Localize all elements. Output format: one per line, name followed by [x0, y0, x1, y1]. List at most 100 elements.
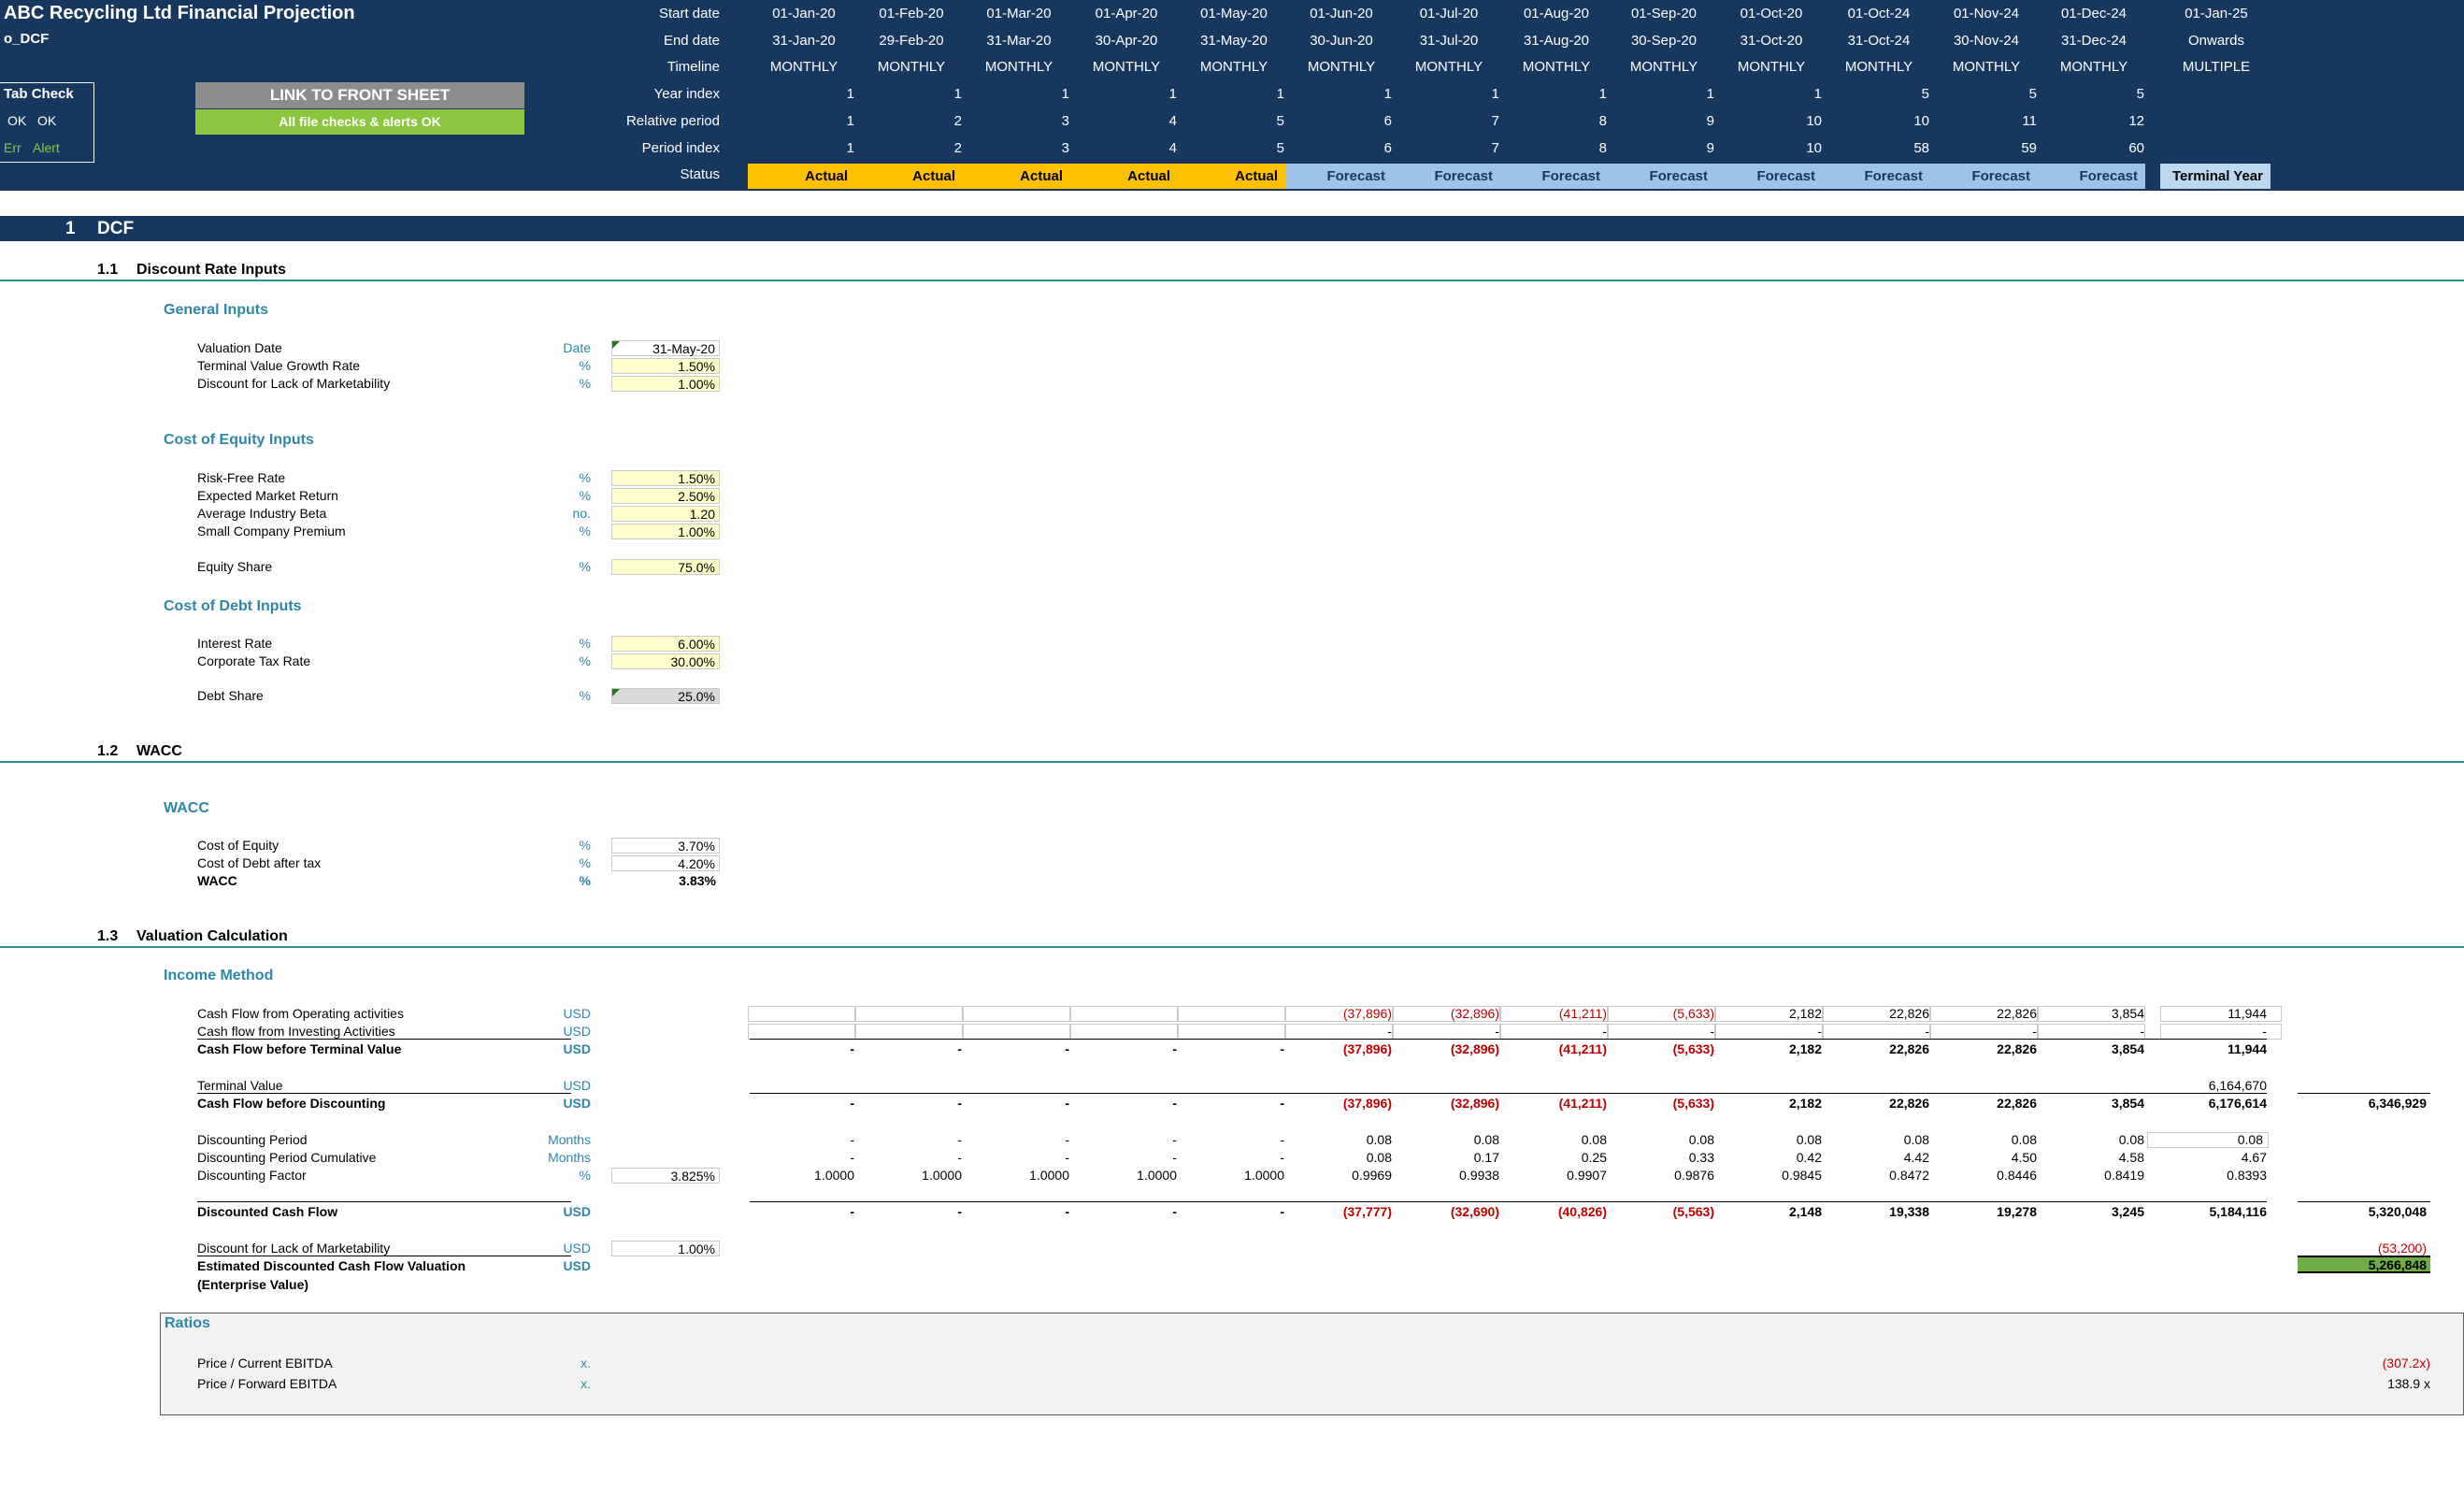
section-bar-dcf: 1 DCF: [0, 216, 2464, 241]
debt-share-input[interactable]: 25.0%: [611, 688, 720, 704]
valuation-cell: -: [850, 1204, 854, 1219]
valuation-cell: (32,896): [1450, 1096, 1499, 1111]
period-rel-cell: 8: [1598, 113, 1607, 129]
valuation-cell: 19,338: [1889, 1204, 1929, 1219]
period-timeline-cell: MONTHLY: [1629, 59, 1698, 75]
period-rel-cell: 5: [1276, 113, 1284, 129]
coe-input-input[interactable]: 1.00%: [611, 524, 720, 539]
cost-of-debt-title: Cost of Debt Inputs: [164, 598, 302, 614]
period-start-cell: 01-May-20: [1200, 6, 1268, 22]
period-rel-cell: 10: [1913, 113, 1929, 129]
general-input-input[interactable]: 1.00%: [611, 376, 720, 392]
grid-cell: [2160, 1006, 2282, 1022]
period-start-cell: 01-Jan-25: [2185, 6, 2248, 22]
section-number: 1: [65, 219, 76, 238]
dlom-total: (53,200): [2377, 1241, 2427, 1256]
valuation-cell: -: [2032, 1024, 2037, 1039]
rule-line: [197, 1093, 571, 1094]
period-year-cell: 1: [1491, 86, 1499, 102]
valuation-cell: -: [1280, 1096, 1284, 1111]
wacc-row-input[interactable]: 4.20%: [611, 855, 720, 871]
valuation-cell: 0.9938: [1459, 1168, 1499, 1183]
subsection-divider: [0, 946, 2464, 948]
enterprise-value-result[interactable]: 5,266,848: [2298, 1256, 2430, 1273]
valuation-cell: -: [1172, 1204, 1177, 1219]
err-label: Err: [4, 140, 21, 155]
general-input-input[interactable]: 1.50%: [611, 358, 720, 374]
cod-input-input[interactable]: 6.00%: [611, 636, 720, 652]
edcf-label: Estimated Discounted Cash Flow Valuation: [197, 1258, 466, 1273]
period-status-cell: Forecast: [1500, 164, 1608, 189]
cod-input-input[interactable]: 30.00%: [611, 653, 720, 669]
equity-share-input[interactable]: 75.0%: [611, 559, 720, 575]
valuation-cell: 19,278: [1997, 1204, 2037, 1219]
coe-input-input[interactable]: 2.50%: [611, 488, 720, 504]
grid-cell: [1608, 1006, 1715, 1022]
valuation-cell: 4.58: [2118, 1150, 2144, 1165]
grid-cell: [855, 1024, 963, 1040]
valuation-cell: 2,148: [1788, 1204, 1822, 1219]
valuation-cell: -: [1065, 1204, 1069, 1219]
coe-input-unit: %: [579, 470, 591, 485]
period-rel-cell: 7: [1491, 113, 1499, 129]
valuation-cell: (5,633): [1672, 1096, 1714, 1111]
ratio-label: Price / Current EBITDA: [197, 1356, 333, 1371]
general-input-label: Valuation Date: [197, 340, 282, 355]
valuation-row-label: Cash Flow before Discounting: [197, 1096, 386, 1111]
coe-input-label: Risk-Free Rate: [197, 470, 286, 485]
general-input-input[interactable]: 31-May-20: [611, 340, 720, 356]
valuation-cell: -: [1172, 1150, 1177, 1165]
valuation-cell: 0.17: [1473, 1150, 1499, 1165]
cod-input-label: Corporate Tax Rate: [197, 653, 311, 668]
dlom-label: Discount for Lack of Marketability: [197, 1241, 391, 1256]
period-status-cell: Forecast: [1715, 164, 1823, 189]
valuation-cell: -: [1602, 1024, 1607, 1039]
rule-line: [197, 1201, 571, 1202]
period-start-cell: 01-Jul-20: [1419, 6, 1479, 22]
period-idx-cell: 9: [1706, 140, 1714, 156]
period-start-cell: 01-Oct-20: [1740, 6, 1803, 22]
valuation-cell: 3,245: [2111, 1204, 2144, 1219]
wacc-row-input[interactable]: 3.83%: [679, 873, 716, 888]
valuation-cell: 0.08: [1366, 1132, 1392, 1147]
coe-input-input[interactable]: 1.20: [611, 506, 720, 522]
period-timeline-cell: MONTHLY: [2059, 59, 2128, 75]
valuation-row-label: Discounted Cash Flow: [197, 1204, 338, 1219]
period-year-cell: 1: [1276, 86, 1284, 102]
coe-input-input[interactable]: 1.50%: [611, 470, 720, 486]
valuation-cell: 0.08: [1796, 1132, 1822, 1147]
wacc-row-input[interactable]: 3.70%: [611, 838, 720, 854]
valuation-cell: 4.42: [1903, 1150, 1929, 1165]
period-idx-cell: 4: [1168, 140, 1177, 156]
subsection-title-valuation: Valuation Calculation: [136, 928, 288, 944]
period-start-cell: 01-Jun-20: [1310, 6, 1373, 22]
rule-line: [2298, 1201, 2430, 1202]
period-timeline-cell: MONTHLY: [769, 59, 838, 75]
grid-cell: [1070, 1006, 1178, 1022]
period-year-cell: 1: [1706, 86, 1714, 102]
ratio-label: Price / Forward EBITDA: [197, 1376, 337, 1391]
valuation-cell: -: [957, 1150, 962, 1165]
valuation-cell: 6,176,614: [2208, 1096, 2267, 1111]
valuation-cell: 3,854: [2111, 1006, 2144, 1021]
period-year-cell: 1: [1813, 86, 1822, 102]
grid-cell: [963, 1024, 1070, 1040]
valuation-row-unit: USD: [563, 1006, 591, 1021]
link-to-front-sheet-button[interactable]: LINK TO FRONT SHEET: [195, 82, 524, 108]
period-end-cell: 31-May-20: [1200, 33, 1268, 49]
valuation-cell: 3,854: [2111, 1096, 2144, 1111]
period-timeline-cell: MONTHLY: [1844, 59, 1913, 75]
ratio-value: (307.2x): [2382, 1356, 2430, 1371]
valuation-cell: (37,777): [1342, 1204, 1392, 1219]
valuation-cell: 22,826: [1889, 1096, 1929, 1111]
valuation-cell: -: [1065, 1041, 1069, 1056]
grid-cell: [855, 1006, 963, 1022]
general-input-label: Terminal Value Growth Rate: [197, 358, 361, 373]
timeline-row-label: Year index: [653, 86, 720, 102]
valuation-cell: 0.8419: [2104, 1168, 2144, 1183]
period-end-cell: 31-Oct-20: [1740, 33, 1803, 49]
period-end-cell: 29-Feb-20: [879, 33, 944, 49]
dlom-input[interactable]: 1.00%: [611, 1241, 720, 1256]
discount-factor-input[interactable]: 3.825%: [611, 1168, 720, 1184]
period-end-cell: 31-Jul-20: [1419, 33, 1479, 49]
